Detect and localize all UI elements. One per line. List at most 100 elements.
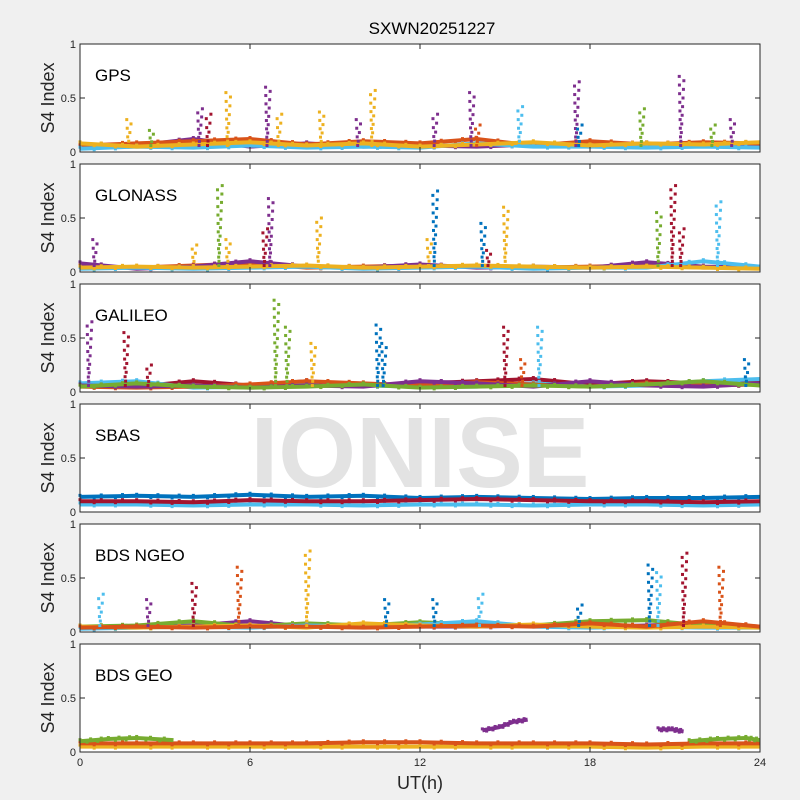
data-point [453,746,457,750]
spike-point [672,226,676,230]
spike-point [89,345,93,349]
spike-point [506,209,510,213]
data-point [255,260,259,264]
spike-point [575,114,579,118]
data-point [631,140,634,144]
spike-point [646,580,650,584]
y-tick-label: 0 [70,627,76,639]
data-point [298,380,302,384]
spike-point [310,375,314,379]
data-point [206,386,209,390]
data-point [574,264,578,268]
data-point [184,745,188,749]
data-point [673,622,677,626]
data-point [503,495,507,499]
y-tick-label: 1 [70,399,76,411]
data-point [730,495,734,499]
data-point [567,743,571,747]
data-point [482,624,486,628]
data-point [560,499,564,503]
data-point [560,380,564,384]
data-point [255,144,259,148]
data-point [390,145,394,149]
spike-point [276,328,280,332]
spike-point [721,569,725,573]
data-point [531,740,535,744]
data-point [163,144,167,148]
data-point [712,737,716,741]
spike-point [680,555,684,559]
data-point [638,742,642,746]
data-point [312,745,316,749]
data-point [234,497,238,501]
spike-point [715,221,719,225]
spike-point [385,619,389,623]
series-line [80,740,760,747]
data-point [220,625,224,629]
spike-point [310,384,314,388]
spike-point [434,130,438,134]
spike-point [682,611,686,615]
data-point [567,504,571,508]
data-point [716,626,719,630]
x-tick-label: 6 [247,757,253,769]
data-point [432,746,436,750]
spike-point [436,189,440,193]
data-point [142,265,146,269]
data-point [581,140,585,144]
data-point [326,743,330,747]
spike-point [502,342,506,346]
data-point [213,498,217,502]
data-point [567,146,571,150]
spike-point [573,101,577,105]
spike-point [468,91,472,95]
spike-point [523,362,527,366]
data-point [347,264,351,268]
data-point [493,724,497,728]
data-point [691,739,695,743]
spike-point [197,144,201,148]
data-point [206,267,209,271]
data-point [461,141,464,145]
data-point [475,380,479,384]
data-point [248,497,252,501]
data-point [418,140,422,144]
data-point [439,494,443,498]
data-point [489,499,493,503]
data-point [262,626,266,630]
panel-label: SBAS [95,426,140,445]
spike-point [639,139,643,143]
data-point [144,738,148,742]
data-point [411,503,415,507]
data-point [156,493,160,497]
spike-point [483,226,487,230]
data-point [687,383,691,387]
spike-point [359,122,362,126]
data-point [645,617,649,621]
spike-point [669,196,673,200]
data-point [489,146,493,150]
data-point [92,148,96,152]
data-point [305,262,309,266]
spike-point [717,565,721,569]
data-point [85,146,89,150]
data-point [149,384,153,388]
data-point [631,741,634,745]
spike-point [731,131,735,135]
data-point [645,378,649,382]
data-point [404,621,408,625]
data-point [588,138,592,142]
data-point [177,624,181,628]
spike-point [277,139,281,143]
data-point [489,727,493,731]
data-point [503,624,507,628]
spike-point [265,235,269,239]
data-point [708,500,712,504]
spike-point [577,80,581,84]
data-point [461,622,464,626]
data-point [432,742,436,746]
data-point [255,264,259,268]
y-axis-label: S4 Index [38,662,58,733]
spike-point [718,624,722,628]
data-point [616,265,620,269]
